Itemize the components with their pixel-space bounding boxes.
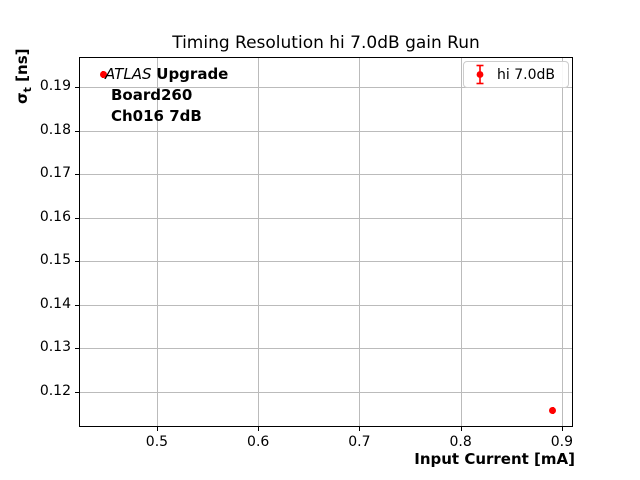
y-tick-label: 0.19 bbox=[39, 78, 71, 95]
annotation-experiment-label: ATLAS bbox=[105, 65, 152, 83]
legend-box: hi 7.0dB bbox=[463, 61, 569, 88]
y-tick-label: 0.14 bbox=[39, 295, 71, 312]
annotation-block: ATLAS Upgrade Board260 Ch016 7dB bbox=[105, 64, 228, 127]
y-axis-label: σt [ns] bbox=[13, 49, 34, 105]
gridline-vertical bbox=[460, 57, 462, 427]
y-tick-label: 0.17 bbox=[39, 165, 71, 182]
x-axis-label: Input Current [mA] bbox=[414, 450, 575, 468]
gridline-horizontal bbox=[79, 391, 573, 393]
x-tick-label: 0.6 bbox=[247, 434, 270, 450]
y-axis-label-sigma: σ bbox=[13, 92, 31, 104]
y-tick-label: 0.16 bbox=[39, 208, 71, 225]
y-tick-mark bbox=[75, 217, 79, 219]
y-tick-label: 0.12 bbox=[39, 382, 71, 399]
y-tick-label: 0.15 bbox=[39, 252, 71, 269]
y-tick-mark bbox=[75, 87, 79, 89]
gridline-horizontal bbox=[79, 348, 573, 350]
y-tick-mark bbox=[75, 261, 79, 263]
gridline-horizontal bbox=[79, 261, 573, 263]
errorbar-marker-icon bbox=[476, 64, 484, 85]
gridline-horizontal bbox=[79, 217, 573, 219]
y-tick-mark bbox=[75, 304, 79, 306]
y-tick-mark bbox=[75, 174, 79, 176]
gridline-horizontal bbox=[79, 87, 573, 89]
y-tick-mark bbox=[75, 130, 79, 132]
y-tick-label: 0.13 bbox=[39, 339, 71, 356]
annotation-upgrade-label: Upgrade bbox=[156, 65, 229, 83]
gridline-vertical bbox=[359, 57, 361, 427]
chart-title: Timing Resolution hi 7.0dB gain Run bbox=[172, 33, 480, 53]
x-tick-mark bbox=[561, 427, 563, 431]
gridline-horizontal bbox=[79, 174, 573, 176]
x-tick-mark bbox=[156, 427, 158, 431]
gridline-vertical bbox=[561, 57, 563, 427]
annotation-channel-label: Ch016 7dB bbox=[111, 107, 202, 125]
x-tick-label: 0.9 bbox=[550, 434, 573, 450]
x-tick-label: 0.8 bbox=[449, 434, 472, 450]
gridline-vertical bbox=[258, 57, 260, 427]
x-tick-label: 0.7 bbox=[348, 434, 371, 450]
gridline-horizontal bbox=[79, 304, 573, 306]
annotation-line-1: ATLAS Upgrade bbox=[105, 64, 228, 85]
y-tick-mark bbox=[75, 348, 79, 350]
gridline-horizontal bbox=[79, 130, 573, 132]
x-tick-mark bbox=[258, 427, 260, 431]
annotation-board-label: Board260 bbox=[111, 86, 193, 104]
y-tick-label: 0.18 bbox=[39, 121, 71, 138]
x-tick-mark bbox=[359, 427, 361, 431]
x-tick-label: 0.5 bbox=[145, 434, 169, 450]
x-tick-mark bbox=[460, 427, 462, 431]
data-point bbox=[99, 71, 107, 79]
legend-entry-label: hi 7.0dB bbox=[497, 66, 555, 83]
y-tick-mark bbox=[75, 391, 79, 393]
data-point bbox=[549, 407, 557, 415]
gridline-vertical bbox=[156, 57, 158, 427]
